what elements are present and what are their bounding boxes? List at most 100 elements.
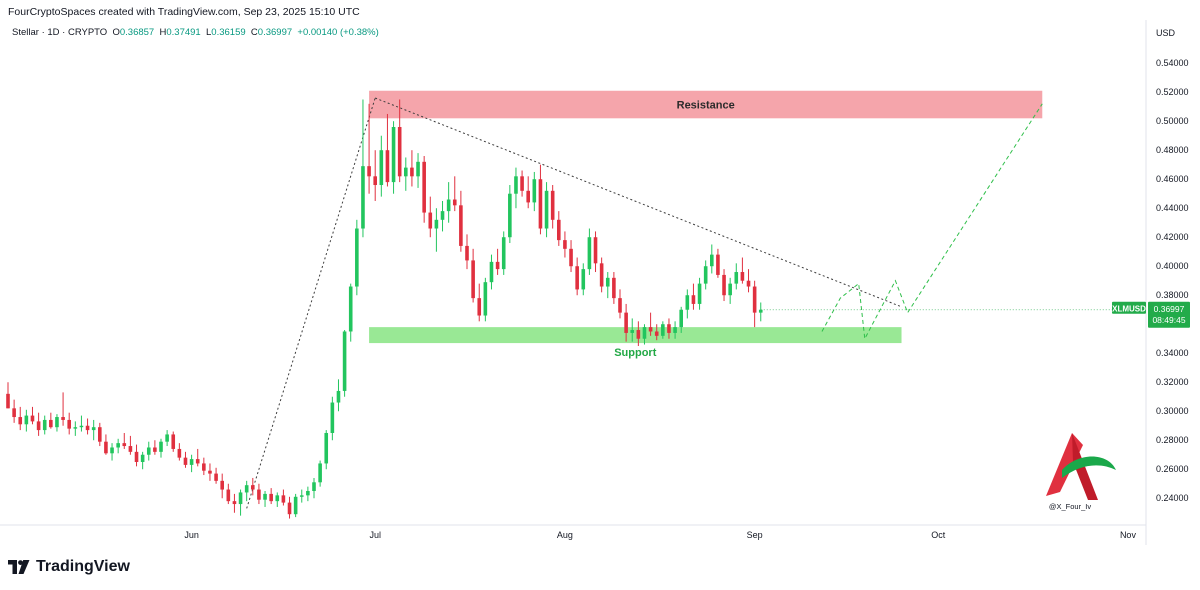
price-tick-label: 0.40000: [1156, 261, 1189, 271]
candle-body: [18, 417, 23, 425]
candle-body: [599, 263, 604, 287]
candle-body: [244, 485, 249, 493]
candle-body: [550, 190, 555, 220]
candle-body: [153, 447, 157, 452]
author-logo-icon: [1046, 433, 1116, 500]
candle-body: [428, 212, 433, 229]
open-value: 0.36857: [119, 27, 155, 38]
candle-body: [61, 417, 65, 420]
candle-body: [67, 419, 71, 429]
candle-body: [452, 199, 457, 206]
candle-body: [24, 415, 29, 425]
countdown-label: 08:49:45: [1152, 315, 1185, 325]
candle-body: [685, 295, 690, 310]
candle-body: [569, 248, 573, 267]
candle-body: [269, 493, 273, 502]
tradingview-logo-icon: [8, 560, 30, 574]
candle-body: [605, 277, 610, 287]
candle-body: [697, 283, 702, 304]
candle-body: [79, 425, 84, 428]
candle-body: [673, 327, 677, 333]
support-zone: [369, 327, 902, 344]
low-value: 0.36159: [211, 27, 246, 38]
candle-body: [618, 298, 622, 313]
currency-label: USD: [1156, 28, 1176, 38]
price-tick-label: 0.44000: [1156, 203, 1189, 213]
projection-path: [821, 103, 1043, 341]
price-tick-label: 0.34000: [1156, 348, 1189, 358]
symbol-tag: [1112, 301, 1146, 314]
resistance-zone: [369, 90, 1043, 119]
candle-body: [293, 496, 298, 515]
trendline-1: [246, 97, 376, 509]
candle-body: [226, 489, 231, 502]
candle-body: [654, 331, 659, 336]
candle-body: [116, 443, 120, 448]
candle-body: [722, 274, 726, 296]
candle-body: [465, 245, 469, 261]
candle-body: [410, 167, 414, 177]
candle-body: [581, 269, 586, 290]
candle-body: [703, 266, 708, 284]
candle-body: [612, 277, 616, 299]
candle-body: [183, 457, 188, 465]
price-tick-label: 0.46000: [1156, 174, 1189, 184]
time-tick-label: Jul: [369, 530, 381, 540]
time-tick-label: Jun: [184, 530, 199, 540]
candle-body: [526, 190, 530, 203]
candle-body: [257, 489, 261, 500]
candle-body: [287, 502, 292, 515]
candle-body: [73, 427, 78, 429]
candle-body: [489, 261, 494, 283]
candle-body: [385, 150, 390, 183]
candle-body: [140, 454, 145, 462]
candle-body: [624, 312, 628, 333]
price-tick-label: 0.28000: [1156, 435, 1189, 445]
candle-body: [483, 282, 488, 316]
candle-body: [324, 432, 329, 464]
candle-body: [202, 463, 206, 471]
time-tick-label: Nov: [1120, 530, 1137, 540]
tradingview-brand: TradingView: [8, 558, 130, 576]
price-tick-label: 0.38000: [1156, 290, 1189, 300]
high-value: 0.37491: [166, 27, 201, 38]
candle-body: [391, 127, 396, 183]
open-label: O: [112, 27, 120, 38]
symbol-line: Stellar · 1D · CRYPTO: [12, 27, 108, 38]
candle-body: [36, 421, 41, 431]
candle-body: [373, 176, 377, 186]
low-label: L: [206, 27, 212, 38]
candle-body: [477, 298, 482, 316]
price-tag: [1148, 301, 1190, 328]
candle-body: [55, 417, 59, 428]
support-label: Support: [614, 347, 656, 359]
candle-body: [275, 495, 280, 502]
candle-body: [165, 434, 169, 442]
candle-body: [30, 415, 35, 422]
candle-body: [49, 419, 53, 428]
candle-body: [404, 167, 408, 177]
candle-body: [232, 501, 237, 505]
candle-body: [342, 331, 347, 391]
candle-body: [471, 260, 475, 299]
price-tick-label: 0.48000: [1156, 145, 1189, 155]
resistance-label: Resistance: [677, 100, 735, 112]
price-tick-label: 0.30000: [1156, 406, 1189, 416]
candle-body: [281, 495, 286, 503]
change-value: +0.00140 (+0.38%): [297, 27, 379, 38]
candle-body: [189, 459, 194, 465]
candle-body: [91, 427, 96, 431]
ohlc-legend: Stellar · 1D · CRYPTO O0.36857 H0.37491 …: [12, 27, 379, 38]
candle-body: [122, 443, 127, 447]
candle-body: [642, 327, 647, 339]
candle-body: [459, 205, 463, 246]
last-price-label: 0.36997: [1154, 304, 1185, 314]
candle-body: [355, 228, 359, 287]
candle-body: [636, 330, 641, 339]
time-tick-label: Aug: [557, 530, 573, 540]
candle-body: [630, 330, 635, 333]
time-tick-label: Sep: [747, 530, 763, 540]
candle-body: [691, 295, 696, 304]
candle-body: [446, 199, 451, 212]
